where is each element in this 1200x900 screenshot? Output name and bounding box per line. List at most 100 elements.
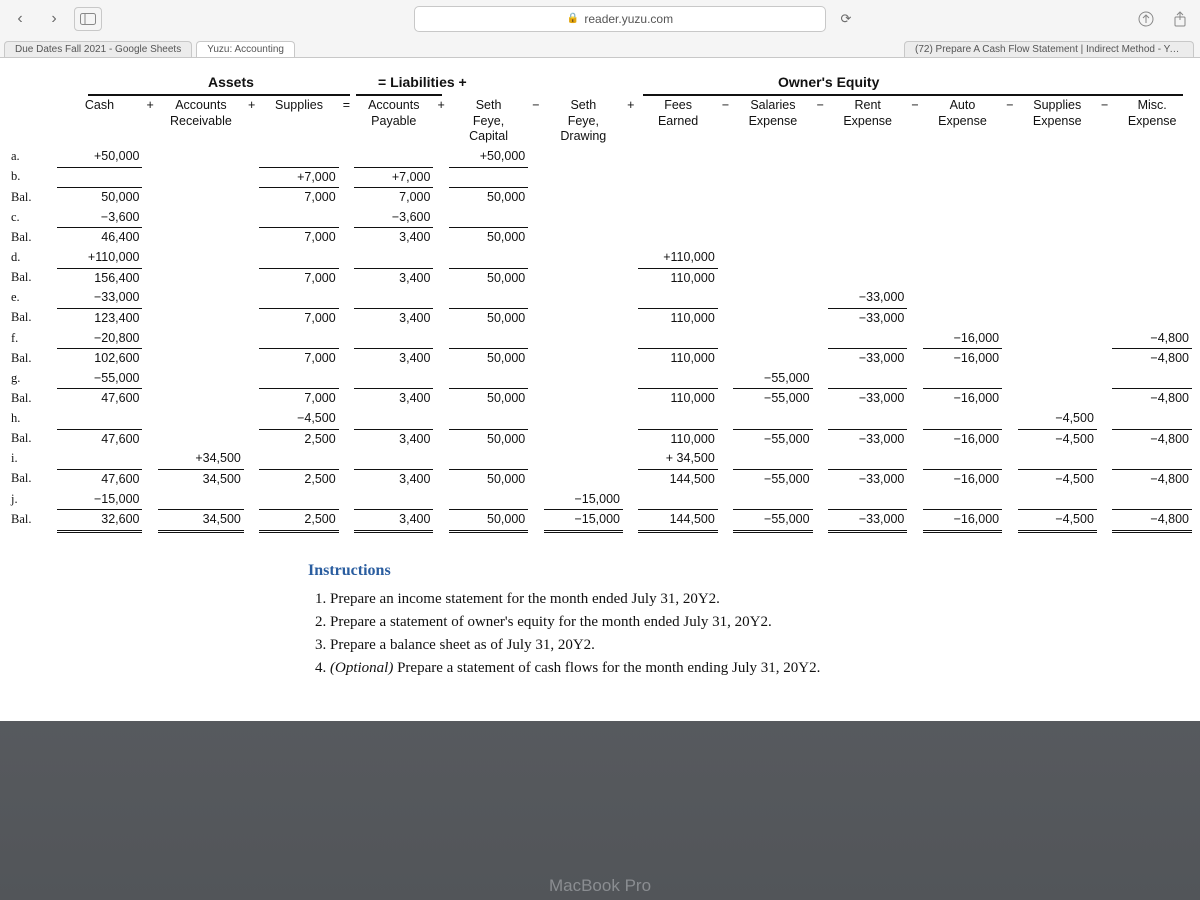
cell [828,167,907,188]
cell: 3,400 [354,389,433,409]
address-bar[interactable]: 🔒 reader.yuzu.com [414,6,826,32]
table-row: Bal.102,6007,0003,40050,000110,000−33,00… [8,349,1192,369]
nav-forward-button[interactable]: › [40,7,68,31]
op-cell [718,389,733,409]
op-cell [528,208,543,228]
cell: 7,000 [259,228,338,248]
op-cell [1097,469,1112,489]
op-cell [142,147,157,167]
cell: 3,400 [354,268,433,288]
op-cell [528,469,543,489]
sidebar-toggle-button[interactable] [74,7,102,31]
table-row: b.+7,000+7,000 [8,167,1192,188]
cell [158,188,244,208]
op-cell [244,268,259,288]
cell [354,490,433,510]
cell: −4,500 [1018,469,1097,489]
col-accounts-receivable: AccountsReceivable [158,96,244,147]
op-cell [339,147,354,167]
op-cell [623,349,638,369]
col-capital: SethFeye,Capital [449,96,528,147]
cell [259,490,338,510]
browser-tab-1[interactable]: Yuzu: Accounting [196,41,295,57]
cell [1018,349,1097,369]
nav-back-button[interactable]: ‹ [6,7,34,31]
op-cell [433,208,448,228]
upload-button[interactable] [1132,7,1160,31]
op-cell [718,429,733,449]
cell: +7,000 [259,167,338,188]
cell [733,268,812,288]
op-cell [718,329,733,349]
op-cell [1002,167,1017,188]
row-label: a. [8,147,57,167]
row-label: Bal. [8,308,57,328]
op-cell [1097,490,1112,510]
cell [828,248,907,268]
cell [158,389,244,409]
cell [1018,167,1097,188]
instruction-item: Prepare a statement of owner's equity fo… [330,611,1192,634]
op-cell [907,288,922,308]
cell [828,329,907,349]
cell [259,147,338,167]
op-cell [623,409,638,429]
op-cell [1002,409,1017,429]
op-cell [433,389,448,409]
cell: 50,000 [57,188,143,208]
browser-tab-2[interactable]: (72) Prepare A Cash Flow Statement | Ind… [904,41,1194,57]
op-cell [813,167,828,188]
op-cell [528,389,543,409]
cell [828,409,907,429]
cell [1018,389,1097,409]
cell [1112,490,1192,510]
op-cell [813,510,828,532]
op-cell [244,329,259,349]
op-cell [1002,369,1017,389]
col-fees-earned: FeesEarned [638,96,717,147]
op-cell [1002,147,1017,167]
cell [638,167,717,188]
op-cell [433,409,448,429]
cell: −4,800 [1112,469,1192,489]
cell: −3,600 [57,208,143,228]
cell: 110,000 [638,268,717,288]
cell [923,248,1002,268]
share-button[interactable] [1166,7,1194,31]
table-row: i.+34,500+ 34,500 [8,449,1192,469]
cell: +7,000 [354,167,433,188]
op-cell [339,329,354,349]
op-cell [528,308,543,328]
browser-tab-0[interactable]: Due Dates Fall 2021 - Google Sheets [4,41,192,57]
op-cell [813,409,828,429]
op-cell [718,288,733,308]
cell: 34,500 [158,469,244,489]
col-drawing: SethFeye,Drawing [544,96,623,147]
cell: −15,000 [544,510,623,532]
op-cell [244,349,259,369]
cell [1018,288,1097,308]
op-cell [907,389,922,409]
op-cell [1097,147,1112,167]
table-row: Bal.46,4007,0003,40050,000 [8,228,1192,248]
cell: −4,500 [1018,409,1097,429]
instructions-list: Prepare an income statement for the mont… [330,588,1192,681]
op-cell [623,449,638,469]
reload-button[interactable]: ⟳ [832,7,860,31]
op-cell [1002,429,1017,449]
cell [544,228,623,248]
op-cell [244,288,259,308]
cell: 47,600 [57,469,143,489]
op-cell [718,147,733,167]
op-cell [813,329,828,349]
cell [544,449,623,469]
op-cell [528,228,543,248]
cell [449,329,528,349]
cell [828,490,907,510]
op-cell [718,268,733,288]
cell: 144,500 [638,469,717,489]
op-cell [623,308,638,328]
rule-assets [88,94,350,96]
row-label: Bal. [8,268,57,288]
op-cell [623,389,638,409]
